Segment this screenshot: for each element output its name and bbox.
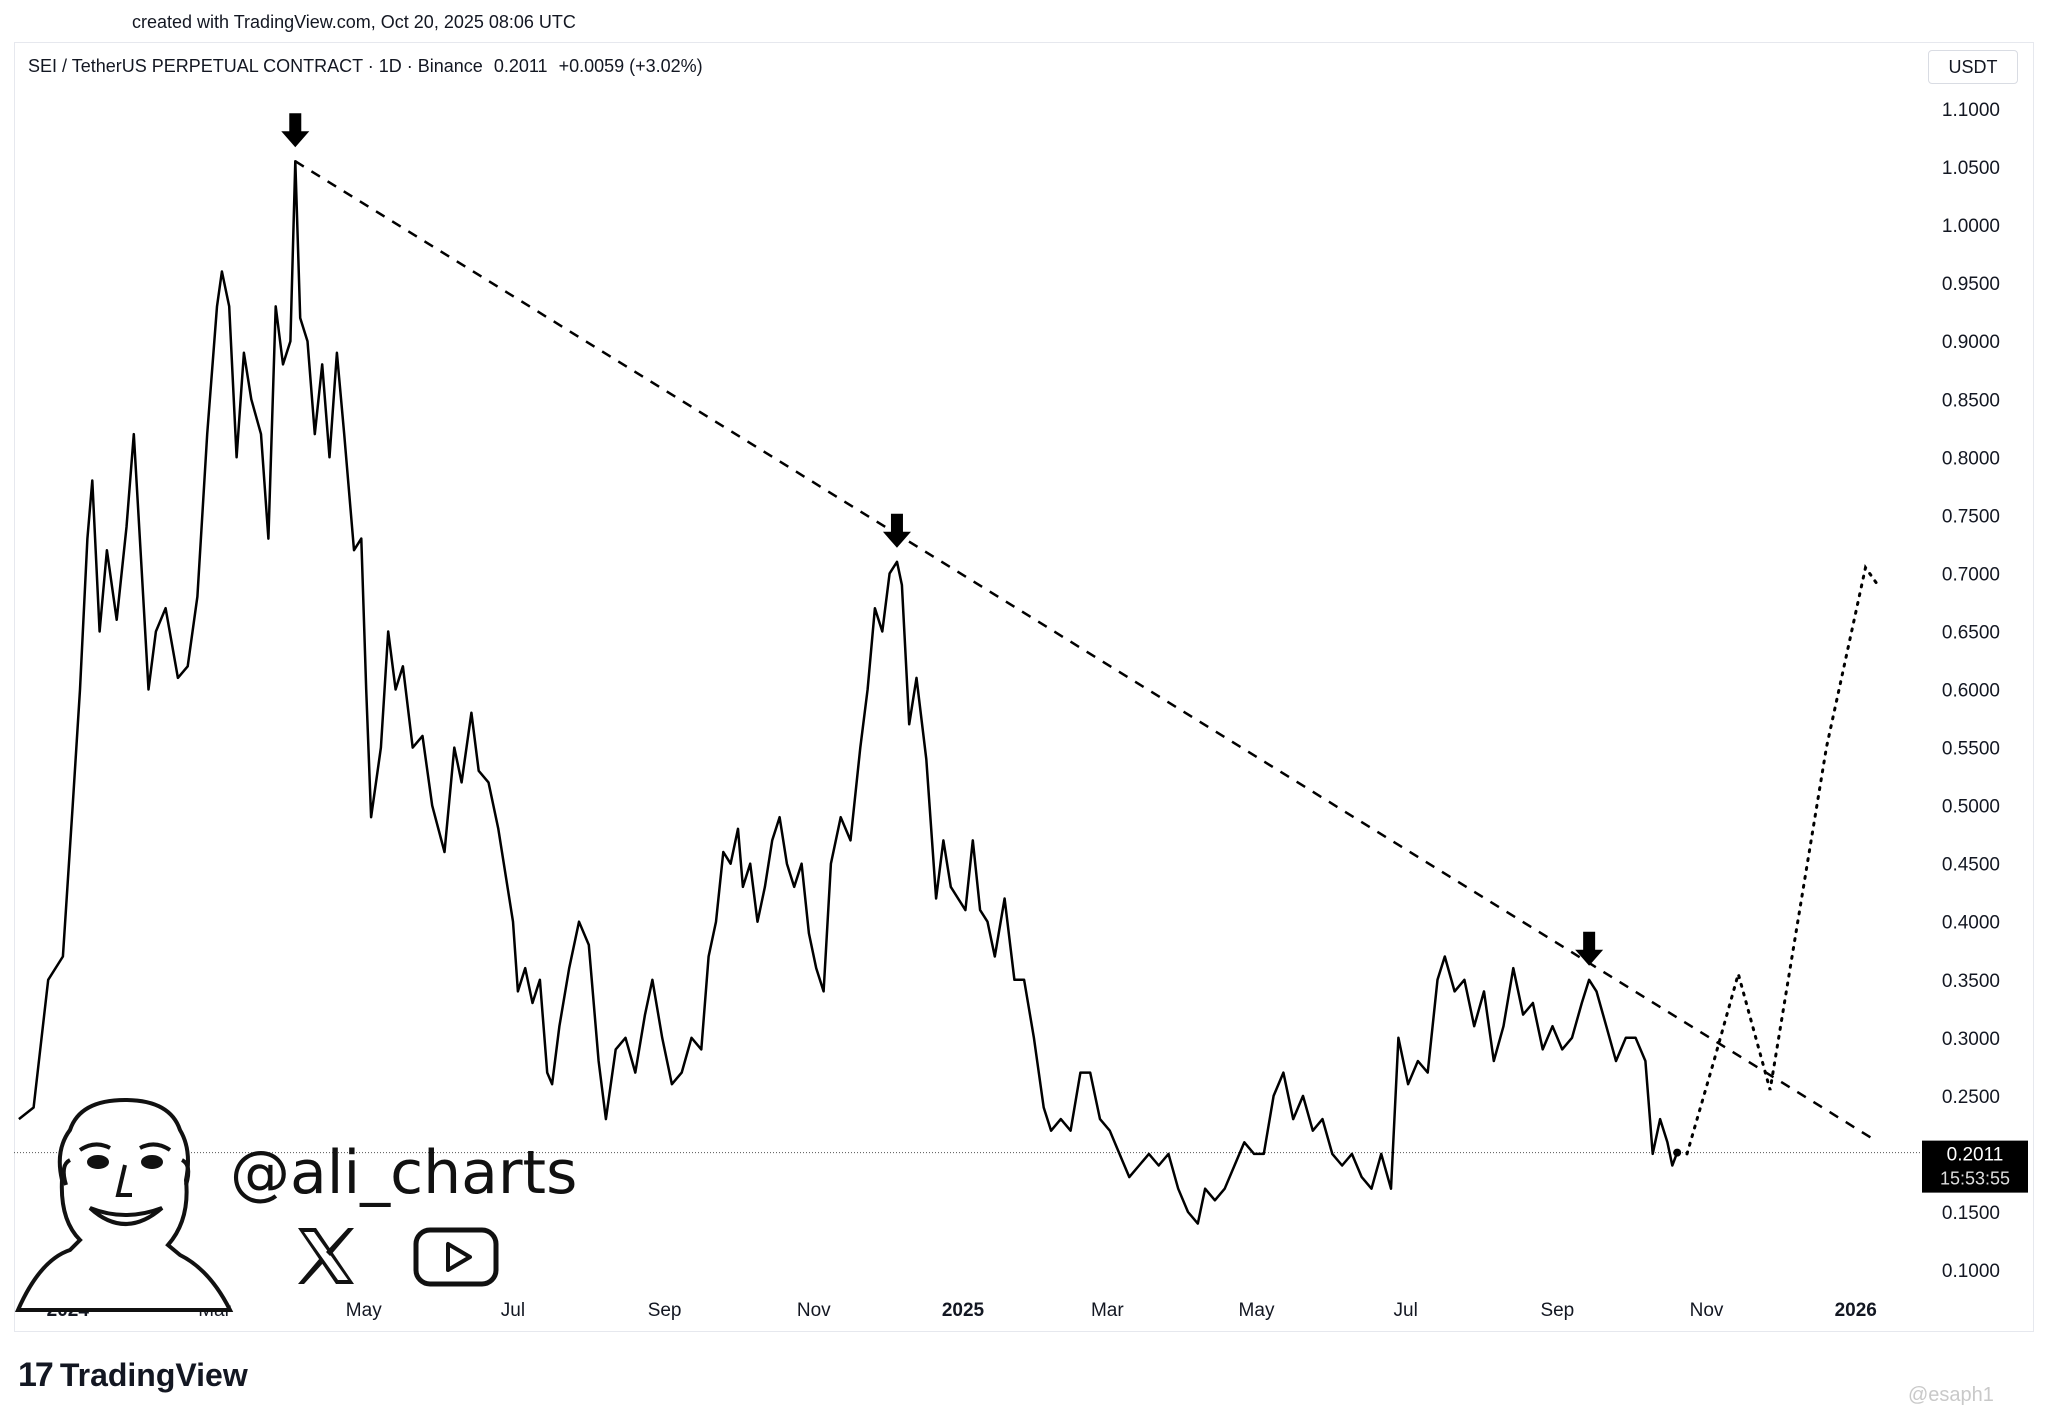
y-tick-label: 0.5500 [1942, 739, 2000, 760]
down-arrow-icon [882, 513, 911, 548]
x-axis-labels: 2024MarMayJulSepNov2025MarMayJulSepNov20… [47, 1300, 1877, 1321]
y-tick-label: 0.4500 [1942, 855, 2000, 876]
x-tick-label: Nov [1690, 1300, 1724, 1321]
y-tick-label: 0.6000 [1942, 681, 2000, 702]
last-price-dot [1673, 1148, 1682, 1157]
y-tick-label: 0.1500 [1942, 1203, 2000, 1224]
author-handle: @ali_charts [230, 1138, 578, 1208]
tradingview-logo-icon[interactable]: 17 TradingView [18, 1356, 248, 1395]
y-tick-label: 0.7500 [1942, 506, 2000, 527]
x-tick-label: Mar [1091, 1300, 1124, 1321]
x-tick-label: Jul [1394, 1300, 1418, 1321]
legend-change: +0.0059 (+3.02%) [558, 56, 703, 76]
created-with-text: created with TradingView.com, Oct 20, 20… [132, 12, 576, 32]
y-tick-label: 1.1000 [1942, 100, 2000, 121]
x-tick-label: Sep [1540, 1300, 1574, 1321]
y-tick-label: 0.9000 [1942, 332, 2000, 353]
price-series-line [18, 159, 1679, 1225]
legend-price: 0.2011 [493, 56, 548, 76]
y-tick-label: 0.3500 [1942, 971, 2000, 992]
x-tick-label: 2026 [1835, 1300, 1877, 1321]
price-badge: 0.2011 15:53:55 [1922, 1140, 2028, 1193]
x-tick-label: May [346, 1300, 382, 1321]
trendline [294, 160, 1874, 1140]
y-tick-label: 0.1000 [1942, 1261, 2000, 1282]
down-arrow-icon [1575, 931, 1604, 966]
y-tick-label: 1.0000 [1942, 216, 2000, 237]
youtube-icon[interactable] [413, 1227, 499, 1287]
symbol-legend: SEI / TetherUS PERPETUAL CONTRACT · 1D ·… [28, 56, 709, 77]
x-tick-label: Jul [501, 1300, 525, 1321]
projection-path [1685, 563, 1880, 1156]
tradingview-mark: 17 [18, 1356, 54, 1394]
badge-countdown: 15:53:55 [1940, 1169, 2010, 1189]
currency-unit-button[interactable]: USDT [1928, 50, 2018, 84]
y-tick-label: 0.7000 [1942, 564, 2000, 585]
avatar-portrait [14, 1097, 234, 1312]
watermark: @esaph1 [1908, 1384, 1994, 1406]
y-tick-label: 1.0500 [1942, 158, 2000, 179]
y-tick-label: 0.8000 [1942, 448, 2000, 469]
symbol-name: SEI / TetherUS PERPETUAL CONTRACT · 1D ·… [28, 56, 483, 76]
y-tick-label: 0.5000 [1942, 797, 2000, 818]
y-tick-label: 0.8500 [1942, 390, 2000, 411]
y-axis-labels: 1.1000 1.0500 1.0000 0.9500 0.9000 0.8500 0.80… [1942, 100, 2000, 1282]
y-tick-label: 0.3000 [1942, 1029, 2000, 1050]
chart-frame [14, 42, 2034, 1332]
peak-markers [281, 113, 1604, 966]
x-tick-label: 2025 [942, 1300, 985, 1321]
x-tick-label: Nov [797, 1300, 831, 1321]
badge-price: 0.2011 [1947, 1145, 2004, 1166]
x-tick-label: Sep [648, 1300, 682, 1321]
y-tick-label: 0.4000 [1942, 913, 2000, 934]
x-logo-icon[interactable] [298, 1228, 354, 1284]
y-tick-label: 0.6500 [1942, 622, 2000, 643]
y-tick-label: 0.2500 [1942, 1087, 2000, 1108]
down-arrow-icon [281, 113, 310, 148]
x-tick-label: May [1239, 1300, 1275, 1321]
tradingview-name: TradingView [59, 1357, 248, 1393]
y-tick-label: 0.9500 [1942, 274, 2000, 295]
